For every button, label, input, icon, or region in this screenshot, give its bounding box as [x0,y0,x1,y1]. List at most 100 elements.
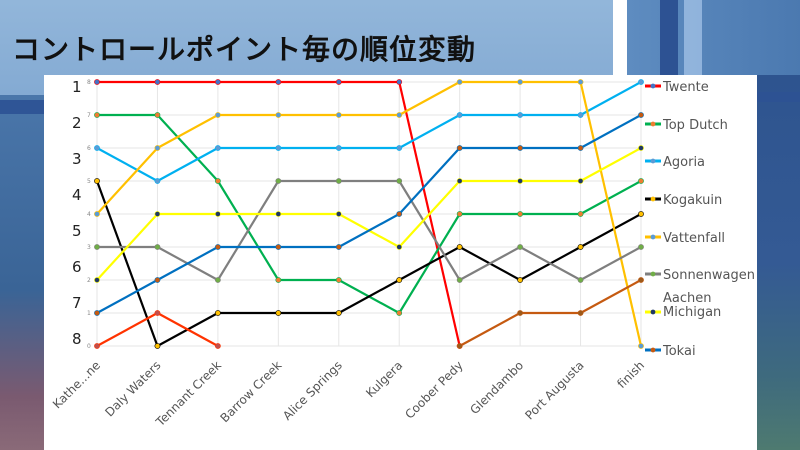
data-point [638,277,644,283]
legend-label: Michigan [663,305,721,320]
data-point [154,178,161,184]
data-point [154,277,161,283]
data-point [396,244,403,250]
decorative-stripe-light [684,0,702,78]
y-tick-label: 5 [87,178,91,185]
series-line [96,114,642,314]
rank-label: 6 [72,258,82,276]
data-point [154,145,161,151]
x-axis-label: Barrow Creek [217,358,284,425]
rank-label: 2 [72,114,82,132]
data-point [396,178,403,184]
data-point [154,79,161,85]
data-point [214,244,221,250]
data-point [577,244,584,250]
data-point [335,244,342,250]
data-point [154,244,161,250]
decorative-photo-right [757,75,800,450]
data-point [456,178,463,184]
slide-title: コントロールポイント毎の順位変動 [12,33,477,66]
data-point [396,79,403,85]
legend-marker [650,271,656,277]
legend-label: Sonnenwagen [663,268,755,283]
data-point [94,343,100,349]
data-point [517,277,524,283]
legend-label: Vattenfall [663,231,725,246]
data-point [456,211,463,217]
series-line [96,80,643,347]
y-tick-label: 2 [87,277,91,284]
rank-label: 1 [72,78,82,96]
x-axis-label: Alice Springs [280,358,345,423]
data-point [517,310,524,316]
data-point [214,79,221,85]
data-point [94,178,100,184]
decorative-white-gap [613,0,627,78]
rank-label: 4 [72,186,82,204]
data-point [94,244,100,250]
data-point [517,112,524,118]
data-point [275,178,282,184]
legend-marker [650,121,656,127]
decorative-bar-right [757,92,800,102]
x-axis-label: Daly Waters [102,358,163,419]
rank-label: 8 [72,330,82,348]
data-point [335,277,342,283]
rank-label: 7 [72,294,82,312]
data-point [275,112,282,118]
legend-label: Tokai [662,344,696,359]
y-tick-label: 3 [87,244,91,251]
legend-marker [650,196,656,202]
legend-marker [650,234,656,240]
data-point [638,343,644,349]
data-point [154,211,161,217]
data-point [275,211,282,217]
data-point [638,112,644,118]
data-point [214,343,221,349]
data-point [214,277,221,283]
data-point [638,211,644,217]
data-point [577,211,584,217]
data-point [335,310,342,316]
legend-marker [650,158,656,164]
x-axis-label: Tennant Creek [152,358,224,430]
data-point [94,145,100,151]
y-tick-label: 4 [87,211,91,218]
data-point [214,310,221,316]
data-point [456,145,463,151]
data-point [517,178,524,184]
y-tick-label: 6 [87,145,91,152]
data-point [456,112,463,118]
data-point [275,244,282,250]
data-point [396,277,403,283]
x-axis-label: Glendambo [467,358,526,417]
chart-panel: 0 1 2 3 4 5 6 7 8 Kathe...ne Daly Waters Tennant Cr… [44,75,757,450]
data-point [577,112,584,118]
data-point [577,79,584,85]
data-point [638,244,644,250]
decorative-photo-top-right [627,0,800,78]
data-point [396,211,403,217]
legend-label: Aachen [663,291,711,306]
legend-label: Kogakuin [663,193,722,208]
x-axis-label: Coober Pedy [402,358,465,421]
data-point [396,145,403,151]
data-point [638,178,644,184]
x-axis-label: Kulgera [363,358,405,400]
data-point [638,145,644,151]
data-point [335,112,342,118]
data-point [275,277,282,283]
data-point [94,211,100,217]
data-point [154,343,161,349]
data-point [214,145,221,151]
data-point [577,145,584,151]
data-point [456,277,463,283]
series-line [96,81,642,183]
data-point [456,343,463,349]
x-axis-label: finish [614,358,647,391]
data-point [154,310,161,316]
data-point [577,310,584,316]
data-point [275,145,282,151]
series-line [95,180,642,348]
